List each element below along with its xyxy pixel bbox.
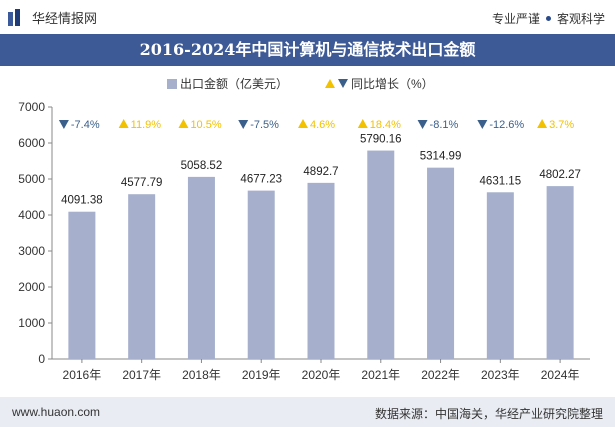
footer-bar [0,397,615,427]
growth-up-triangle [118,119,129,128]
brand-name: 华经情报网 [32,11,98,26]
legend-down-triangle [338,79,348,88]
bar-value-label: 5790.16 [360,134,402,146]
legend-swatch-bar [167,79,177,89]
x-tick-label: 2024年 [541,368,580,382]
tagline-left: 专业严谨 [491,12,540,26]
growth-label: 3.7% [549,119,574,131]
brand: 华经情报网 [8,8,97,27]
bar-value-label: 5314.99 [420,151,462,163]
bar [307,182,335,359]
x-tick-label: 2019年 [242,368,281,382]
bar-value-label: 4631.15 [480,175,522,187]
bar [187,176,215,359]
footer-website: www.huaon.com [12,405,101,419]
growth-label: -7.4% [71,119,100,131]
x-tick-label: 2022年 [421,368,460,382]
growth-up-triangle [357,119,368,128]
bar [128,194,156,359]
growth-label: 18.4% [370,119,401,131]
y-tick-label: 5000 [18,172,45,186]
growth-label: -12.6% [489,119,524,131]
bar [367,150,395,359]
logo-icon [8,8,26,27]
x-tick-label: 2020年 [302,368,341,382]
x-tick-label: 2016年 [63,368,102,382]
y-tick-label: 2000 [18,280,45,294]
growth-down-triangle [417,120,428,129]
tagline-right: 客观科学 [556,12,605,26]
growth-up-triangle [298,119,308,128]
growth-label: -7.5% [250,119,279,131]
growth-label: 11.9% [131,119,162,131]
growth-down-triangle [477,120,488,129]
y-tick-label: 0 [38,352,45,366]
y-tick-label: 1000 [18,316,45,330]
bar-value-label: 5058.52 [181,160,223,172]
tagline: 专业严谨 客观科学 [492,10,605,27]
x-tick-label: 2017年 [122,368,161,382]
growth-down-triangle [238,120,249,129]
bar [247,190,275,359]
growth-up-triangle [537,119,548,128]
growth-label: -8.1% [430,119,459,131]
bar-value-label: 4577.79 [121,177,163,189]
bar [427,167,455,359]
bar-value-label: 4892.7 [303,166,338,178]
growth-label: 4.6% [310,119,335,131]
dot-icon [545,16,551,21]
bar-value-label: 4677.23 [240,174,282,186]
legend-label-bar: 出口金额（亿美元） [180,76,288,91]
bar [486,192,514,359]
bar [68,211,96,359]
y-tick-label: 6000 [18,136,45,150]
bar [546,186,574,359]
x-tick-label: 2021年 [361,368,400,382]
chart-title: 2016-2024年中国计算机与通信技术出口金额 [139,40,476,59]
growth-label: 10.5% [190,119,221,131]
bar-value-label: 4802.27 [539,169,581,181]
title-bar [0,34,615,66]
legend-label-growth: 同比增长（%） [351,77,434,91]
growth-down-triangle [58,120,69,129]
x-tick-label: 2023年 [481,368,520,382]
bar-value-label: 4091.38 [61,195,103,207]
y-tick-label: 7000 [18,100,45,114]
y-tick-label: 4000 [18,208,45,222]
growth-up-triangle [178,119,189,128]
legend-up-triangle [325,79,335,88]
top-bar [0,0,615,34]
y-tick-label: 3000 [18,244,45,258]
footer-source: 数据来源：中国海关，华经产业研究院整理 [374,407,603,421]
x-tick-label: 2018年 [182,368,221,382]
